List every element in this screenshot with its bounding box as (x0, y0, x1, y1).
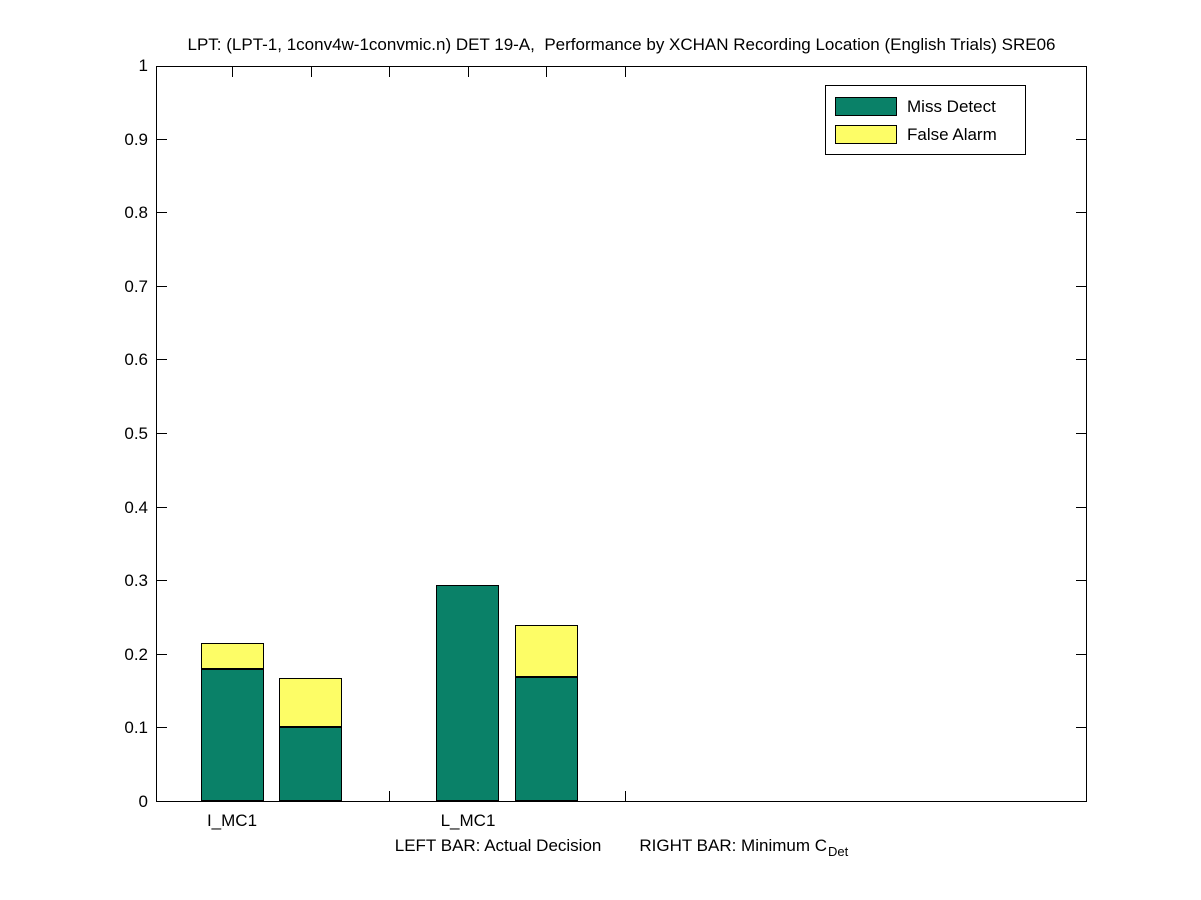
bar-miss-detect-segment (515, 677, 578, 801)
y-tick-left (157, 139, 167, 140)
y-tick-right (1076, 654, 1086, 655)
y-tick-label: 0.8 (124, 203, 148, 222)
legend-label-false-alarm: False Alarm (907, 125, 997, 144)
bar-miss-detect-segment (201, 669, 264, 801)
y-tick-label: 0.6 (124, 350, 148, 369)
y-tick-right (1076, 433, 1086, 434)
legend-item-miss-detect: Miss Detect (835, 97, 1025, 116)
y-tick-left (157, 212, 167, 213)
y-tick-right (1076, 139, 1086, 140)
y-tick-right (1076, 580, 1086, 581)
y-tick-label: 0.5 (124, 424, 148, 443)
x-tick-top (389, 67, 390, 77)
x-tick-label: I_MC1 (206, 811, 258, 830)
y-tick-label: 1 (138, 56, 148, 75)
legend: Miss Detect False Alarm (825, 85, 1026, 155)
x-tick-bottom (389, 791, 390, 801)
x-tick-top (232, 67, 233, 77)
bar-miss-detect-segment (436, 585, 499, 801)
x-tick-top (311, 67, 312, 77)
x-tick-top (546, 67, 547, 77)
y-tick-label: 0.1 (124, 718, 148, 737)
y-tick-label: 0.3 (124, 571, 148, 590)
legend-item-false-alarm: False Alarm (835, 125, 1025, 144)
y-tick-label: 0 (138, 792, 148, 811)
y-tick-label: 0.4 (124, 498, 148, 517)
y-tick-right (1076, 212, 1086, 213)
y-tick-left (157, 580, 167, 581)
caption-subscript: Det (828, 844, 849, 859)
miss-detect-swatch (835, 97, 897, 116)
y-tick-right (1076, 507, 1086, 508)
y-tick-right (1076, 286, 1086, 287)
x-tick-label: L_MC1 (440, 811, 496, 830)
bar-false-alarm-segment (515, 625, 578, 677)
y-tick-label: 0.7 (124, 277, 148, 296)
y-tick-left (157, 433, 167, 434)
bar-miss-detect-segment (279, 727, 342, 801)
y-tick-label: 0.2 (124, 645, 148, 664)
x-tick-top (625, 67, 626, 77)
y-tick-right (1076, 727, 1086, 728)
x-tick-top (468, 67, 469, 77)
legend-label-miss-detect: Miss Detect (907, 97, 996, 116)
y-tick-left (157, 507, 167, 508)
y-tick-left (157, 286, 167, 287)
bar-false-alarm-segment (201, 643, 264, 669)
y-tick-left (157, 359, 167, 360)
y-tick-label: 0.9 (124, 130, 148, 149)
caption-right-bar: RIGHT BAR: Minimum C (639, 836, 828, 855)
bar-false-alarm-segment (279, 678, 342, 727)
caption-left-bar: LEFT BAR: Actual Decision (394, 836, 602, 855)
x-tick-bottom (625, 791, 626, 801)
y-tick-right (1076, 359, 1086, 360)
y-tick-left (157, 727, 167, 728)
false-alarm-swatch (835, 125, 897, 144)
chart-title: LPT: (LPT-1, 1conv4w-1convmic.n) DET 19-… (187, 35, 1056, 54)
axis-caption: LEFT BAR: Actual Decision RIGHT BAR: Mini… (156, 836, 1087, 859)
y-tick-left (157, 654, 167, 655)
